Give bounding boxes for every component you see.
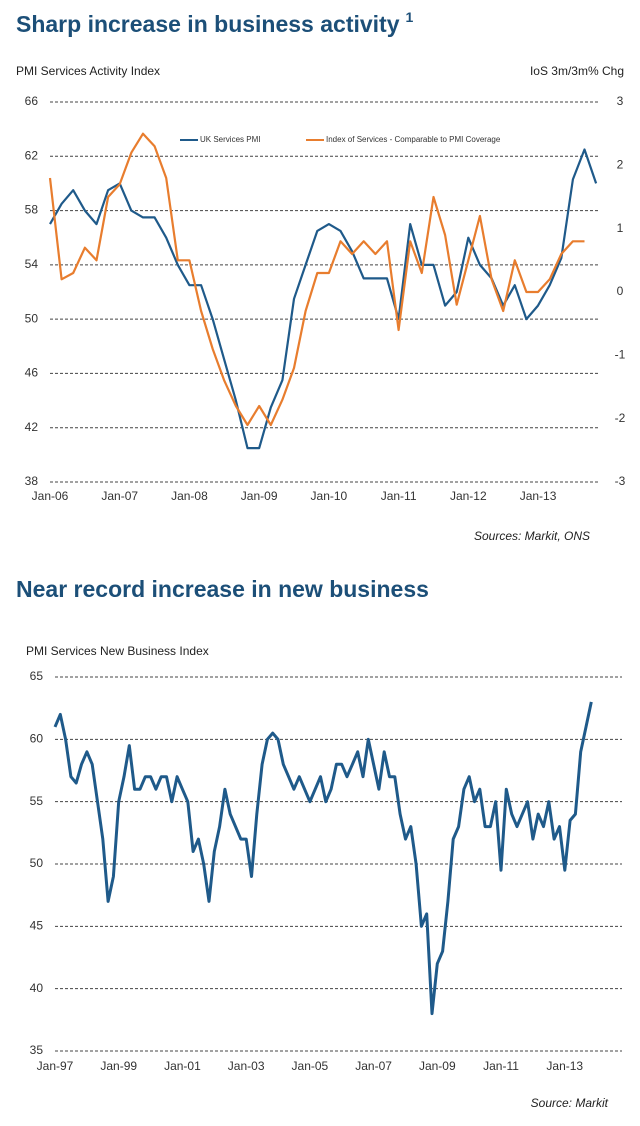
title-text: Near record increase in new business: [16, 576, 429, 602]
y2-tick-label: 3: [617, 94, 624, 108]
y-tick-label: 46: [25, 366, 39, 380]
series-line: [49, 148, 598, 450]
source-note: Sources: Markit, ONS: [474, 529, 590, 543]
y-tick-label: 54: [25, 257, 39, 271]
source-note: Source: Markit: [531, 1096, 609, 1110]
y-tick-label: 40: [30, 981, 44, 995]
x-tick-label: Jan-13: [546, 1059, 583, 1073]
y-tick-label: 58: [25, 203, 39, 217]
y-tick-label: 50: [25, 311, 39, 325]
x-tick-label: Jan-10: [311, 489, 348, 503]
y-tick-label: 38: [25, 474, 39, 488]
x-tick-label: Jan-05: [292, 1059, 329, 1073]
x-tick-label: Jan-08: [171, 489, 208, 503]
y2-tick-label: 2: [617, 158, 624, 172]
x-tick-label: Jan-07: [101, 489, 138, 503]
series-line: [53, 701, 593, 1016]
x-tick-label: Jan-06: [32, 489, 69, 503]
x-tick-label: Jan-09: [419, 1059, 456, 1073]
x-tick-label: Jan-11: [483, 1059, 519, 1073]
x-tick-label: Jan-09: [241, 489, 278, 503]
y-axis-label: PMI Services Activity Index: [16, 64, 160, 78]
x-tick-label: Jan-13: [520, 489, 557, 503]
x-tick-label: Jan-97: [37, 1059, 74, 1073]
y-tick-label: 55: [30, 794, 44, 808]
y-tick-label: 60: [30, 732, 44, 746]
x-tick-label: Jan-99: [100, 1059, 137, 1073]
x-tick-label: Jan-11: [381, 489, 417, 503]
y-tick-label: 50: [30, 856, 44, 870]
y-axis-label: PMI Services New Business Index: [26, 644, 209, 658]
y-tick-label: 42: [25, 420, 39, 434]
title-superscript: 1: [406, 9, 414, 25]
x-tick-label: Jan-12: [450, 489, 487, 503]
y2-axis-label: IoS 3m/3m% Chg: [530, 64, 624, 78]
chart-title: Sharp increase in business activity 1: [16, 9, 414, 37]
y2-tick-label: -3: [615, 474, 626, 488]
chart-title: Near record increase in new business: [16, 576, 429, 602]
title-text: Sharp increase in business activity: [16, 11, 400, 37]
x-tick-label: Jan-01: [164, 1059, 201, 1073]
y-tick-label: 62: [25, 148, 39, 162]
y-tick-label: 65: [30, 669, 44, 683]
y2-tick-label: -1: [615, 348, 626, 362]
y2-tick-label: -2: [615, 411, 626, 425]
x-tick-label: Jan-07: [355, 1059, 392, 1073]
y2-tick-label: 0: [617, 284, 624, 298]
y-tick-label: 66: [25, 94, 39, 108]
y-tick-label: 45: [30, 919, 44, 933]
series-line: [48, 132, 585, 427]
y-tick-label: 35: [30, 1043, 44, 1057]
legend-label: UK Services PMI: [200, 135, 260, 144]
x-tick-label: Jan-03: [228, 1059, 265, 1073]
legend-label: Index of Services - Comparable to PMI Co…: [326, 135, 501, 144]
y2-tick-label: 1: [617, 221, 624, 235]
